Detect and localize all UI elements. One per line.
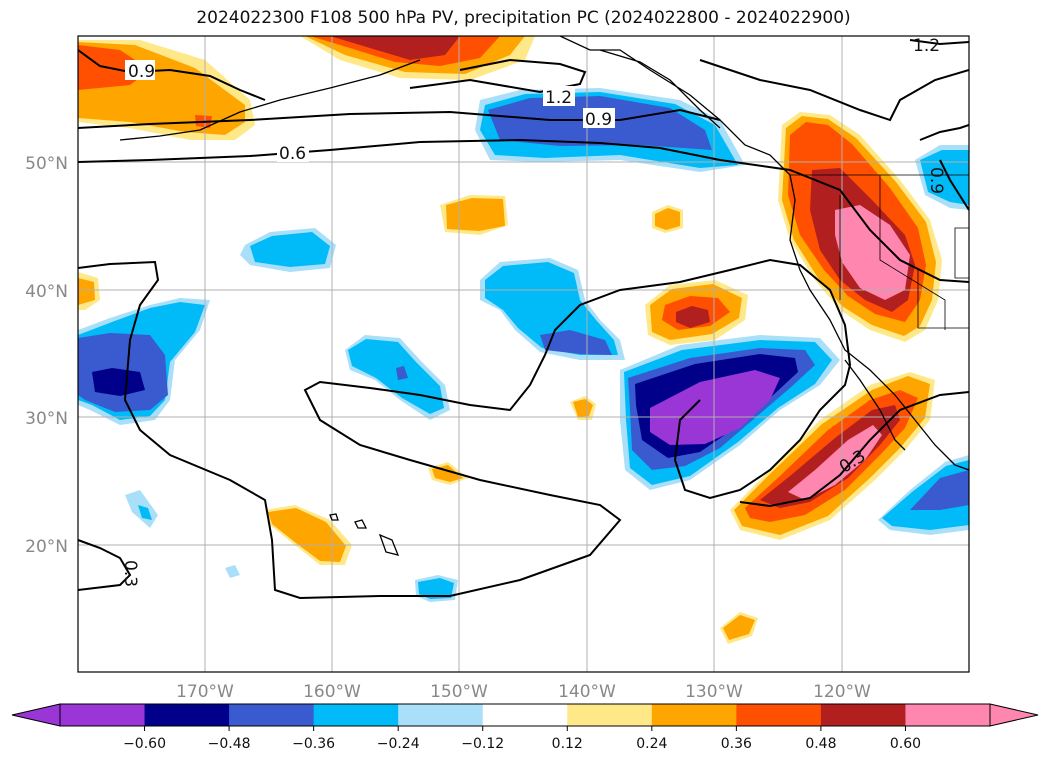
contour-label-bg [583, 108, 615, 128]
contour-label: 1.2 [545, 88, 572, 108]
precip-positive-region [788, 425, 882, 500]
lon-tick-label: 160°W [303, 682, 361, 702]
precip-negative-region [418, 578, 454, 599]
colorbar-tick-label: 0.60 [890, 736, 921, 752]
precip-positive-region [655, 208, 680, 230]
colorbar-tick-label: −0.12 [461, 736, 504, 752]
lon-tick-label: 150°W [430, 682, 488, 702]
map-frame [77, 35, 970, 673]
precip-positive-region [330, 36, 460, 60]
colorbar-tick-label: −0.36 [292, 736, 335, 752]
precip-negative-region [225, 565, 240, 578]
lon-tick-label: 170°W [176, 682, 234, 702]
colorbar-tick-label: −0.60 [123, 736, 166, 752]
colorbar-segment [313, 704, 399, 726]
colorbar-segment [651, 704, 737, 726]
precip-negative-region [250, 232, 330, 267]
lat-tick-label: 20°N [25, 537, 68, 557]
colorbar-segment [229, 704, 315, 726]
lat-tick-label: 40°N [25, 282, 68, 302]
contour-label: 0.9 [128, 62, 155, 82]
contour-label-bg [543, 86, 575, 106]
colorbar-segment [60, 704, 146, 726]
contour-label: 0.9 [585, 110, 612, 130]
precip-positive-region [78, 278, 95, 305]
precip-negative-region [910, 470, 969, 510]
contour-label: 0.9 [926, 167, 946, 194]
colorbar-extend-high [989, 703, 1039, 727]
precip-negative-region [650, 370, 780, 445]
colorbar-segment [482, 704, 568, 726]
colorbar-tick-label: 0.48 [805, 736, 836, 752]
colorbar-segment [144, 704, 230, 726]
colorbar-tick-label: 0.36 [721, 736, 752, 752]
graticule [78, 36, 969, 672]
contour-label: 0.6 [279, 144, 306, 164]
contour-label: 1.2 [913, 36, 940, 56]
contour-label-bg [277, 142, 309, 162]
colorbar-frame [59, 703, 991, 727]
coastlines [119, 36, 969, 556]
precip-negative-region [138, 505, 152, 520]
colorbar-segment [398, 704, 484, 726]
colorbar-segment [567, 704, 653, 726]
lon-tick-label: 130°W [685, 682, 743, 702]
colorbar-extend-low [11, 703, 61, 727]
lon-tick-label: 120°W [813, 682, 871, 702]
precip-positive-region [676, 306, 710, 328]
precip-fields [78, 36, 969, 644]
colorbar: −0.60 −0.48 −0.36 −0.24 −0.12 0.12 0.24 0.36 0.4… [11, 703, 1039, 752]
colorbar-tick-label: −0.24 [377, 736, 420, 752]
precip-positive-region [446, 198, 505, 231]
precip-negative-region [540, 330, 612, 355]
contour-label: 0.3 [120, 560, 140, 587]
precip-positive-region [723, 615, 755, 640]
map-title: 2024022300 F108 500 hPa PV, precipitatio… [196, 8, 851, 28]
pv-contours [78, 39, 969, 600]
colorbar-tick-label: 0.24 [636, 736, 667, 752]
precip-negative-region [396, 366, 408, 380]
precip-negative-region [92, 368, 145, 396]
lon-tick-label: 140°W [558, 682, 616, 702]
colorbar-segment [905, 704, 991, 726]
colorbar-segment [820, 704, 906, 726]
lat-tick-label: 50°N [25, 154, 68, 174]
borders [790, 174, 969, 330]
lat-tick-label: 30°N [25, 409, 68, 429]
precip-positive-region [835, 205, 910, 300]
colorbar-segment [736, 704, 822, 726]
colorbar-tick-label: 0.12 [552, 736, 583, 752]
colorbar-tick-label: −0.48 [208, 736, 251, 752]
precip-negative-region [485, 262, 618, 355]
contour-label-bg [125, 60, 155, 80]
precip-positive-region [268, 508, 346, 562]
precip-positive-region [573, 399, 593, 417]
